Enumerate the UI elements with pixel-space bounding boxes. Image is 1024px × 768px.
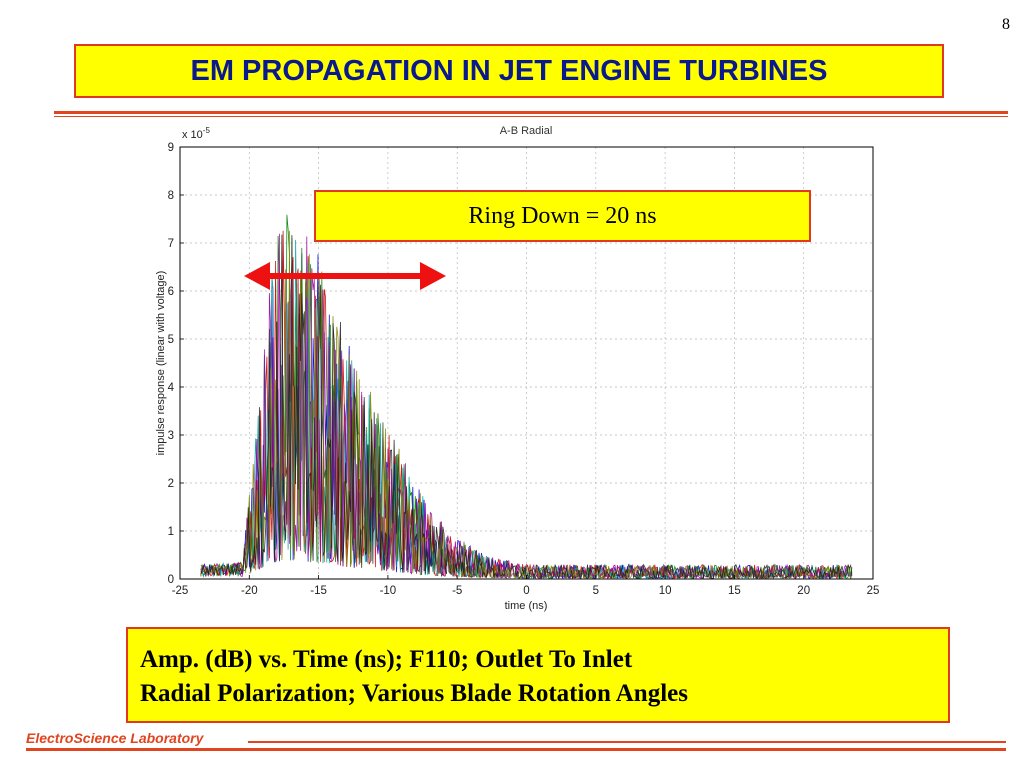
y-multiplier-label: x 10-5 [182, 126, 210, 141]
x-tick-label: -5 [452, 585, 462, 597]
caption-line-2: Radial Polarization; Various Blade Rotat… [140, 680, 688, 707]
footer-rule-bottom [26, 748, 1006, 751]
x-tick-label: -15 [310, 585, 327, 597]
y-tick-label: 2 [168, 478, 174, 490]
y-tick-label: 6 [168, 286, 174, 298]
y-tick-label: 7 [168, 238, 174, 250]
x-tick-label: 10 [659, 585, 672, 597]
x-tick-label: -10 [380, 585, 397, 597]
footer-lab-name: ElectroScience Laboratory [26, 730, 204, 746]
caption-line-1: Amp. (dB) vs. Time (ns); F110; Outlet To… [140, 646, 633, 673]
x-tick-label: 5 [593, 585, 599, 597]
y-tick-label: 8 [168, 190, 174, 202]
y-tick-label: 3 [168, 430, 174, 442]
y-tick-label: 1 [168, 526, 174, 538]
chart-title: A-B Radial [500, 125, 553, 137]
page-number: 8 [1002, 16, 1010, 33]
y-tick-label: 0 [168, 574, 174, 586]
x-axis-label: time (ns) [505, 600, 548, 612]
ring-down-annotation: Ring Down = 20 ns [314, 190, 811, 242]
x-tick-label: -20 [241, 585, 258, 597]
caption-box: Amp. (dB) vs. Time (ns); F110; Outlet To… [126, 627, 950, 723]
x-tick-label: 0 [523, 585, 529, 597]
x-tick-label: 25 [867, 585, 880, 597]
x-tick-label: -25 [172, 585, 189, 597]
x-tick-labels: -25 -20 -15 -10 -5 0 5 10 15 20 25 [172, 575, 880, 597]
y-tick-label: 4 [168, 382, 175, 394]
y-tick-label: 9 [168, 142, 174, 154]
x-tick-label: 15 [728, 585, 741, 597]
title-rule-bottom [54, 116, 1008, 117]
arrow-head-left [244, 262, 270, 290]
arrow-head-right [420, 262, 446, 290]
x-tick-label: 20 [797, 585, 810, 597]
footer-rule-top [248, 741, 1006, 743]
slide-title: EM PROPAGATION IN JET ENGINE TURBINES [74, 44, 944, 98]
y-tick-labels: 0 1 2 3 4 5 6 7 8 9 [168, 142, 184, 586]
ring-down-arrow [244, 262, 446, 290]
title-rule-top [54, 111, 1008, 114]
y-tick-label: 5 [168, 334, 174, 346]
series-line-6 [200, 230, 853, 580]
double-headed-arrow-icon [244, 262, 446, 290]
y-axis-label: impulse response (linear with voltage) [155, 271, 167, 456]
